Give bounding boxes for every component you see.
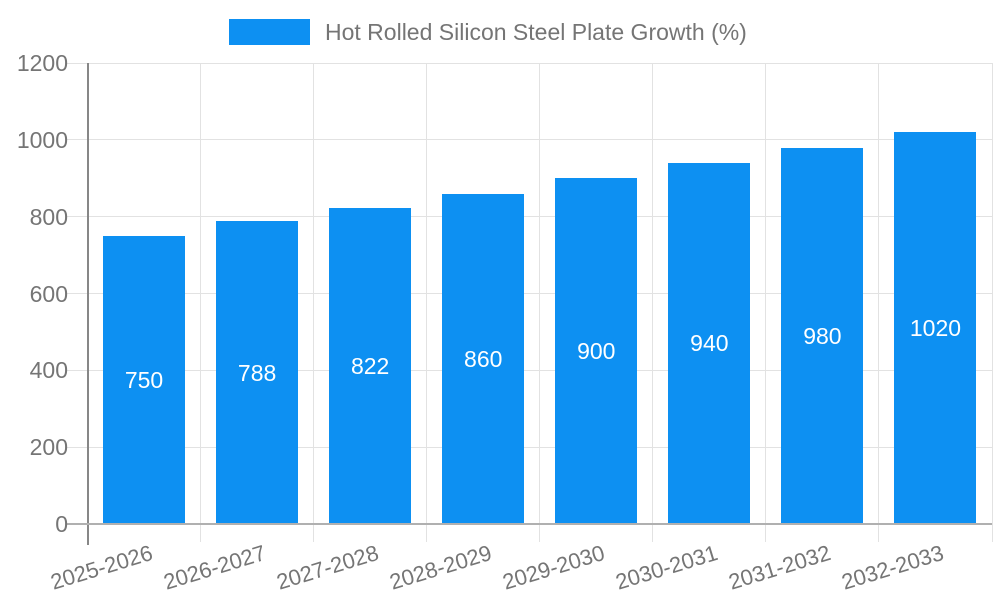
legend-series-label: Hot Rolled Silicon Steel Plate Growth (%…	[325, 19, 747, 45]
x-axis-tick-label: 2026-2027	[160, 540, 269, 595]
legend-swatch	[229, 19, 310, 45]
bar[interactable]: 750	[103, 235, 186, 524]
v-gridline	[426, 63, 428, 542]
y-axis-tick-label: 800	[29, 203, 68, 230]
y-axis-tick-label: 1200	[16, 50, 68, 76]
bar-value-label: 750	[124, 366, 164, 393]
bar[interactable]: 860	[442, 193, 525, 524]
h-gridline	[66, 216, 992, 218]
bar[interactable]: 900	[555, 178, 638, 524]
bar-value-label: 860	[464, 345, 503, 372]
v-gridline	[313, 63, 315, 542]
x-axis-tick-label: 2031-2032	[725, 540, 834, 595]
legend: Hot Rolled Silicon Steel Plate Growth (%…	[0, 0, 1000, 52]
y-axis-tick-label: 1000	[16, 126, 68, 153]
x-axis-tick-label: 2030-2031	[612, 540, 721, 595]
bar[interactable]: 822	[329, 208, 412, 524]
bar-value-label: 980	[803, 322, 842, 349]
bar-value-label: 822	[350, 353, 390, 380]
h-gridline	[66, 446, 992, 448]
y-axis-tick-label: 0	[55, 511, 68, 537]
v-gridline	[652, 63, 654, 542]
x-axis-tick-label: 2028-2029	[386, 540, 495, 595]
bar[interactable]: 980	[781, 147, 864, 524]
v-gridline	[878, 63, 880, 542]
h-gridline	[66, 369, 992, 371]
bar-value-label: 900	[577, 338, 616, 365]
y-axis-line	[86, 63, 89, 545]
v-gridline	[991, 63, 993, 542]
y-axis-tick-label: 200	[29, 434, 68, 461]
bar-value-label: 940	[690, 330, 729, 357]
h-gridline	[66, 139, 992, 141]
x-axis-tick-label: 2027-2028	[273, 540, 382, 595]
h-gridline	[66, 62, 992, 64]
y-axis-tick-label: 400	[29, 357, 68, 384]
bar[interactable]: 1020	[894, 132, 977, 524]
bar-value-label: 1020	[909, 315, 962, 342]
bar[interactable]: 788	[216, 221, 299, 524]
x-axis-tick-label: 2029-2030	[499, 540, 608, 595]
y-axis-tick-label: 600	[29, 280, 68, 307]
x-axis-tick-label: 2032-2033	[838, 540, 947, 595]
v-gridline	[765, 63, 767, 542]
x-axis-baseline	[66, 523, 992, 525]
v-gridline	[539, 63, 541, 542]
bar[interactable]: 940	[668, 162, 751, 524]
h-gridline	[66, 293, 992, 294]
bar-value-label: 788	[237, 359, 277, 386]
x-axis-tick-label: 2025-2026	[47, 540, 156, 595]
v-gridline	[200, 63, 202, 542]
